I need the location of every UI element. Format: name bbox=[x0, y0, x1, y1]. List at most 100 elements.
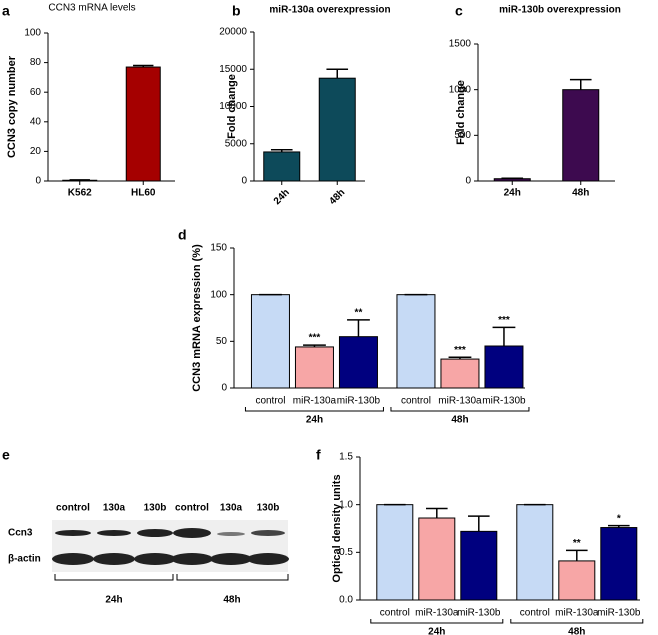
x-tick-label: 24h bbox=[272, 187, 292, 207]
y-tick-label: 500 bbox=[454, 130, 471, 141]
error-bar bbox=[468, 515, 490, 532]
significance: * bbox=[617, 513, 621, 524]
error-bar bbox=[270, 148, 293, 152]
significance: *** bbox=[498, 315, 510, 326]
bar bbox=[600, 527, 638, 601]
significance: *** bbox=[309, 333, 321, 344]
series-label: miR-130a bbox=[438, 396, 482, 407]
y-axis-label: CCN3 mRNA expression (%) bbox=[191, 244, 203, 392]
western-blot: e control 130a 130b control 130a 130b Cc… bbox=[2, 447, 289, 606]
y-axis-label: Fold change bbox=[226, 74, 238, 139]
series-label: control bbox=[520, 608, 550, 619]
y-tick-label: 0.5 bbox=[339, 547, 353, 558]
significance: ** bbox=[355, 308, 363, 319]
y-tick-label: 1.5 bbox=[339, 452, 353, 463]
chart-title: CCN3 mRNA levels bbox=[48, 3, 135, 14]
bar bbox=[460, 530, 498, 601]
bar bbox=[338, 336, 378, 389]
error-bar bbox=[347, 319, 370, 337]
error-bar bbox=[569, 78, 592, 90]
group-label: 24h bbox=[105, 595, 122, 606]
y-tick-label: 0 bbox=[465, 176, 471, 187]
x-tick-label: 24h bbox=[504, 188, 521, 199]
y-tick-label: 0.0 bbox=[339, 595, 353, 606]
panel-label: b bbox=[232, 3, 241, 19]
bar bbox=[493, 178, 531, 182]
error-bar bbox=[303, 344, 326, 347]
y-tick-label: 1.0 bbox=[339, 499, 353, 510]
y-axis-label: Optical density units bbox=[331, 474, 343, 582]
bar bbox=[263, 151, 301, 182]
y-tick-label: 150 bbox=[210, 243, 227, 254]
series-label: control bbox=[255, 396, 285, 407]
y-tick-label: 20 bbox=[30, 146, 42, 157]
bar bbox=[294, 346, 334, 389]
y-tick-label: 100 bbox=[24, 28, 41, 39]
error-bar bbox=[492, 326, 516, 346]
bands bbox=[52, 528, 289, 565]
error-bar bbox=[448, 356, 472, 360]
x-tick-label: HL60 bbox=[131, 188, 156, 199]
y-tick-label: 80 bbox=[30, 57, 42, 68]
series-label: control bbox=[401, 396, 431, 407]
y-tick-label: 15000 bbox=[219, 64, 247, 75]
bar bbox=[376, 504, 414, 601]
group-label: 48h bbox=[451, 415, 468, 426]
y-axis-label: Fold change bbox=[455, 80, 467, 145]
group-label: 24h bbox=[428, 627, 445, 635]
y-tick-label: 0 bbox=[35, 176, 41, 187]
y-tick-label: 5000 bbox=[225, 138, 248, 149]
y-tick-label: 40 bbox=[30, 116, 42, 127]
error-bar bbox=[608, 524, 630, 528]
group-bracket bbox=[244, 407, 384, 412]
lane-label: 130b bbox=[257, 503, 280, 514]
panel-label: d bbox=[178, 227, 187, 243]
group-label: 24h bbox=[306, 415, 323, 426]
bar bbox=[484, 345, 524, 389]
bar bbox=[396, 294, 436, 389]
y-tick-label: 1500 bbox=[449, 39, 472, 50]
bar bbox=[562, 89, 600, 182]
series-label: miR-130a bbox=[293, 396, 337, 407]
lane-label: control bbox=[56, 503, 90, 514]
y-tick-label: 1000 bbox=[449, 84, 472, 95]
y-tick-label: 0 bbox=[241, 176, 247, 187]
series-label: miR-130b bbox=[482, 396, 526, 407]
panel-label: e bbox=[2, 447, 10, 463]
chart-title: miR-130a overexpression bbox=[269, 5, 390, 16]
series-label: miR-130b bbox=[457, 608, 501, 619]
series-label: miR-130a bbox=[415, 608, 459, 619]
x-tick-label: 48h bbox=[572, 188, 589, 199]
y-tick-label: 50 bbox=[216, 336, 228, 347]
x-tick-label: 48h bbox=[327, 187, 347, 207]
group-bracket bbox=[510, 619, 644, 624]
group-bracket bbox=[390, 407, 530, 412]
y-axis-label: CCN3 copy number bbox=[6, 55, 18, 158]
series-label: miR-130b bbox=[597, 608, 641, 619]
row-label: Ccn3 bbox=[8, 528, 33, 539]
x-tick-label: K562 bbox=[68, 188, 92, 199]
row-label: β-actin bbox=[8, 554, 41, 565]
series-label: miR-130b bbox=[337, 396, 381, 407]
group-bracket bbox=[370, 619, 504, 624]
series-label: control bbox=[380, 608, 410, 619]
error-bar bbox=[566, 549, 588, 561]
blot-background bbox=[52, 520, 288, 572]
lane-label: control bbox=[175, 503, 209, 514]
bar bbox=[125, 66, 161, 182]
bar bbox=[516, 504, 554, 601]
lane-label: 130a bbox=[220, 503, 243, 514]
bar bbox=[440, 358, 480, 389]
panel-label: c bbox=[455, 3, 463, 19]
y-tick-label: 0 bbox=[221, 383, 227, 394]
group-label: 48h bbox=[223, 595, 240, 606]
bar bbox=[318, 77, 356, 182]
bar bbox=[250, 294, 290, 389]
lane-label: 130a bbox=[103, 503, 126, 514]
panel-label: f bbox=[316, 447, 321, 463]
error-bar bbox=[133, 64, 154, 68]
series-label: miR-130a bbox=[555, 608, 599, 619]
lane-label: 130b bbox=[144, 503, 167, 514]
group-bracket bbox=[54, 574, 289, 581]
